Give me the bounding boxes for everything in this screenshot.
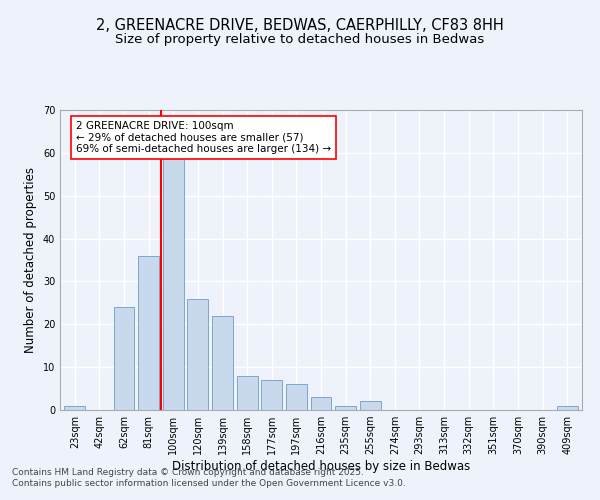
X-axis label: Distribution of detached houses by size in Bedwas: Distribution of detached houses by size … — [172, 460, 470, 473]
Bar — [360, 402, 381, 410]
Bar — [64, 406, 85, 410]
Bar — [113, 307, 134, 410]
Bar — [286, 384, 307, 410]
Bar — [187, 298, 208, 410]
Text: 2, GREENACRE DRIVE, BEDWAS, CAERPHILLY, CF83 8HH: 2, GREENACRE DRIVE, BEDWAS, CAERPHILLY, … — [96, 18, 504, 32]
Bar — [261, 380, 282, 410]
Bar — [335, 406, 356, 410]
Bar — [236, 376, 257, 410]
Text: 2 GREENACRE DRIVE: 100sqm
← 29% of detached houses are smaller (57)
69% of semi-: 2 GREENACRE DRIVE: 100sqm ← 29% of detac… — [76, 120, 331, 154]
Text: Contains HM Land Registry data © Crown copyright and database right 2025.
Contai: Contains HM Land Registry data © Crown c… — [12, 468, 406, 487]
Text: Size of property relative to detached houses in Bedwas: Size of property relative to detached ho… — [115, 32, 485, 46]
Bar — [212, 316, 233, 410]
Y-axis label: Number of detached properties: Number of detached properties — [24, 167, 37, 353]
Bar — [163, 157, 184, 410]
Bar — [557, 406, 578, 410]
Bar — [138, 256, 159, 410]
Bar — [311, 397, 331, 410]
